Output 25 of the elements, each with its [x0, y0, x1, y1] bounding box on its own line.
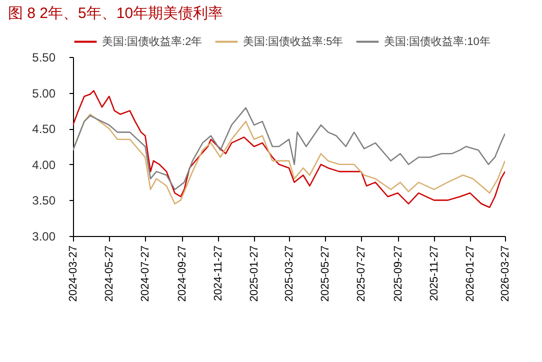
legend-label: 美国:国债收益率:5年: [243, 34, 344, 48]
y-tick-label: 5.00: [32, 86, 56, 100]
x-tick-label: 2024-07-27: [140, 246, 152, 302]
x-tick-label: 2024-05-27: [104, 246, 116, 302]
legend-label: 美国:国债收益率:2年: [102, 34, 202, 48]
x-tick-label: 2025-07-27: [356, 246, 368, 302]
x-tick-label: 2024-09-27: [176, 246, 188, 302]
line-series: [73, 107, 505, 190]
legend-label: 美国:国债收益率:10年: [384, 34, 490, 48]
x-tick-label: 2024-11-27: [212, 246, 224, 301]
x-tick-label: 2026-03-27: [500, 246, 512, 302]
x-tick-label: 2025-05-27: [320, 246, 332, 302]
x-tick-label: 2025-09-27: [392, 246, 404, 302]
y-tick-label: 3.00: [32, 230, 56, 244]
x-tick-label: 2024-03-27: [68, 246, 80, 302]
x-tick-label: 2026-01-27: [464, 246, 477, 302]
y-tick-label: 3.50: [32, 194, 56, 208]
chart-title: 图 8 2年、5年、10年期美债利率: [8, 5, 224, 22]
x-tick-label: 2025-03-27: [284, 246, 296, 302]
x-tick-label: 2025-11-27: [428, 246, 440, 301]
y-tick-label: 5.50: [32, 50, 56, 64]
y-tick-label: 4.50: [32, 122, 56, 136]
line-series: [73, 90, 505, 208]
y-tick-label: 4.00: [32, 158, 56, 172]
x-tick-label: 2025-01-27: [248, 246, 261, 302]
